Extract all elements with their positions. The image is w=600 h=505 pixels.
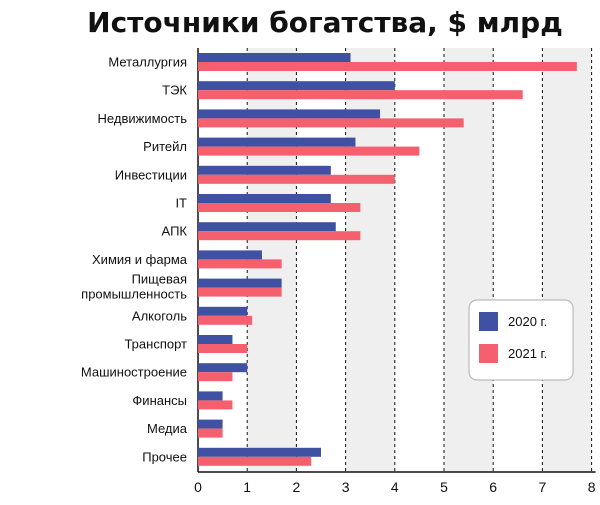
legend-swatch-2020: [479, 312, 498, 331]
legend-swatch-2021: [479, 344, 498, 363]
category-label: Транспорт: [124, 337, 187, 352]
category-label: Недвижимость: [98, 111, 188, 126]
category-label: Ритейл: [143, 139, 187, 154]
grid-band: [444, 48, 494, 472]
legend: 2020 г. 2021 г.: [468, 299, 574, 381]
bar-2021: [198, 203, 361, 212]
bar-2021: [198, 146, 420, 156]
bar-2020: [198, 419, 223, 429]
x-tick-label: 6: [489, 479, 497, 495]
x-tick-label: 8: [588, 479, 596, 495]
bar-2020: [198, 363, 248, 373]
category-label: Финансы: [132, 393, 187, 408]
bar-2021: [198, 287, 282, 297]
bar-2020: [198, 165, 331, 175]
bar-2020: [198, 278, 282, 288]
bar-2021: [198, 118, 464, 128]
bar-2020: [198, 81, 395, 91]
bar-2020: [198, 250, 262, 260]
category-label: Пищевая промышленность: [81, 272, 187, 302]
category-label: IT: [175, 196, 187, 211]
bar-2021: [198, 456, 312, 466]
bar-2021: [198, 315, 253, 325]
category-label: Машиностроение: [81, 365, 187, 380]
x-tick-label: 3: [342, 479, 350, 495]
x-tick-label: 2: [293, 479, 301, 495]
bar-2020: [198, 447, 321, 457]
x-tick-label: 7: [539, 479, 547, 495]
bar-2021: [198, 90, 523, 100]
bar-2021: [198, 174, 395, 184]
bar-2020: [198, 137, 356, 147]
category-label: ТЭК: [162, 83, 187, 98]
grid-band: [542, 48, 592, 472]
category-label: Медиа: [147, 421, 188, 436]
bar-2021: [198, 400, 233, 410]
bar-2021: [198, 259, 282, 269]
chart-title: Источники богатства, $ млрд: [87, 6, 563, 39]
x-tick-label: 5: [440, 479, 448, 495]
bar-2021: [198, 231, 361, 241]
x-tick-label: 1: [243, 479, 251, 495]
x-tick-label: 4: [391, 479, 399, 495]
bar-2021: [198, 344, 248, 353]
bar-2020: [198, 194, 331, 203]
bar-2020: [198, 109, 381, 119]
bar-2020: [198, 306, 248, 316]
legend-label: 2020 г.: [508, 314, 547, 329]
bar-2020: [198, 222, 336, 232]
category-label: Металлургия: [108, 55, 187, 70]
category-labels: Металлургия ТЭК Недвижимость Ритейл Инвестиц…: [81, 55, 188, 465]
bar-2020: [198, 335, 233, 344]
category-label: АПК: [162, 224, 188, 239]
bar-2020: [198, 53, 351, 62]
category-label: Инвестиции: [115, 167, 187, 182]
x-tick-labels: 0 1 2 3 4 5 6 7 8: [194, 479, 596, 495]
bar-2021: [198, 62, 577, 71]
bars: [198, 53, 577, 466]
category-label: Алкоголь: [132, 308, 187, 323]
bar-2021: [198, 428, 223, 438]
bar-2021: [198, 372, 233, 382]
legend-label: 2021 г.: [508, 346, 547, 361]
bar-2020: [198, 391, 223, 401]
x-tick-label: 0: [194, 479, 202, 495]
category-label: Химия и фарма: [92, 252, 188, 267]
category-label: Прочее: [142, 449, 187, 464]
